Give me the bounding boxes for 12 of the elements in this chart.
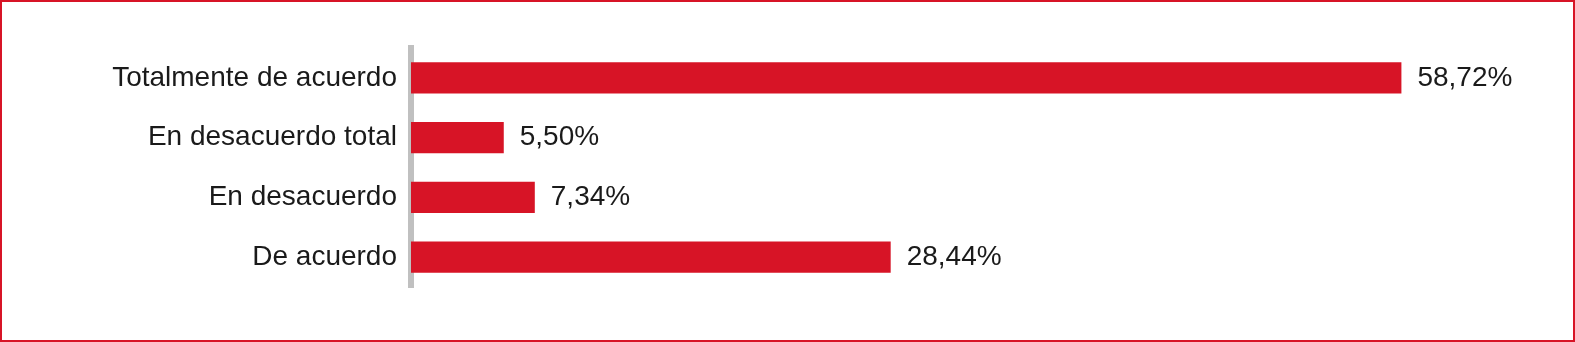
data-label: 7,34% (550, 180, 631, 212)
data-label: 5,50% (519, 120, 600, 152)
data-label: 28,44% (906, 239, 1002, 271)
bar (411, 62, 1402, 94)
y-tick-label: Totalmente de acuerdo (112, 60, 397, 92)
bar (411, 122, 504, 154)
data-label: 58,72% (1417, 60, 1513, 92)
y-tick-label: De acuerdo (252, 239, 397, 271)
bar (411, 181, 535, 213)
y-tick-label: En desacuerdo total (147, 120, 397, 152)
y-tick-label: En desacuerdo (208, 180, 397, 212)
bar (411, 241, 891, 273)
